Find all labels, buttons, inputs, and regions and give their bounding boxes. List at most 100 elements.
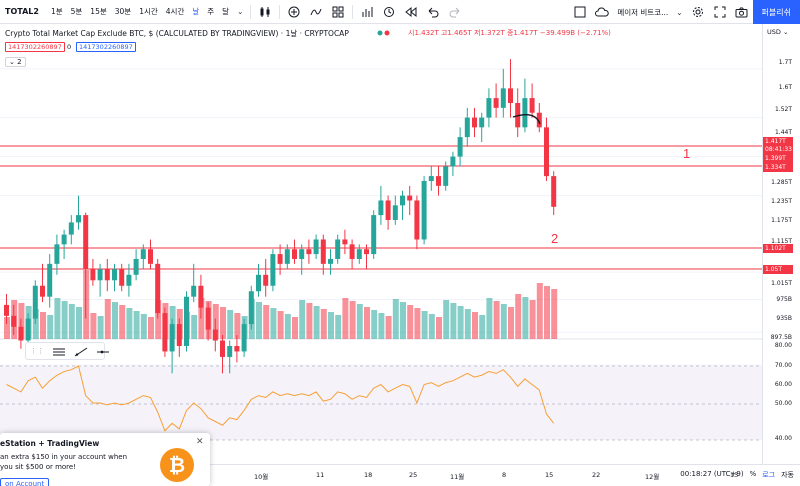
candle-body <box>220 340 225 357</box>
time-label: 18 <box>364 471 373 479</box>
percent-toggle[interactable]: % <box>749 470 757 478</box>
volume-bar <box>155 300 162 339</box>
candle-body <box>112 269 117 281</box>
interval-week[interactable]: 주 <box>207 7 215 16</box>
candle-body <box>313 239 319 255</box>
candle-body <box>191 285 197 297</box>
time-label: 12월 <box>645 473 660 481</box>
candle-body <box>47 263 53 297</box>
candle-body <box>83 215 89 270</box>
candle-type-icon[interactable] <box>257 4 273 20</box>
interval-15m[interactable]: 15분 <box>90 7 107 16</box>
candle-body <box>40 285 45 297</box>
price-axis[interactable]: USD ⌄ 1.7T 1.6T 1.52T 1.44T 1.285T 1.235… <box>762 24 800 464</box>
time-label: 15 <box>545 471 554 479</box>
candle-body <box>299 249 305 259</box>
open-account-button[interactable]: on Account <box>0 478 50 486</box>
price-label: 1.175T <box>771 217 792 224</box>
rsi-line <box>6 365 555 432</box>
candle-body <box>486 98 492 118</box>
compare-add-icon[interactable] <box>286 4 302 20</box>
volume-bar <box>263 305 270 339</box>
candle-body <box>212 329 218 341</box>
close-icon[interactable]: ✕ <box>196 437 204 447</box>
rsi-label: 40.00 <box>774 435 792 442</box>
candle-body <box>371 215 377 255</box>
volume-bar <box>68 304 75 339</box>
popup-title: eStation + TradingView <box>0 439 100 448</box>
candle-body <box>349 244 355 259</box>
interval-5m[interactable]: 5분 <box>70 7 83 16</box>
templates-icon[interactable] <box>330 4 346 20</box>
volume-bar <box>443 300 450 339</box>
candle-body <box>421 180 427 240</box>
currency-selector[interactable]: USD ⌄ <box>767 28 789 36</box>
candle-body <box>385 200 391 220</box>
candle-body <box>4 304 9 316</box>
chart-legend-title[interactable]: Crypto Total Market Cap Exclude BTC, $ (… <box>5 29 349 38</box>
layout-dropdown[interactable]: ⌄ <box>676 7 683 17</box>
interval-day[interactable]: 날 <box>192 7 200 16</box>
candle-body <box>104 269 110 281</box>
popup-text: an extra $150 in your account when you s… <box>0 453 128 471</box>
rsi-label: 70.00 <box>774 362 792 369</box>
sell-badge[interactable]: 1417302260897 <box>5 42 65 52</box>
financials-icon[interactable] <box>359 4 375 20</box>
alert-icon[interactable] <box>381 4 397 20</box>
price-label: 975B <box>776 296 792 303</box>
drag-handle-icon[interactable]: ⋮⋮ <box>30 347 44 355</box>
layout-square-icon[interactable] <box>572 4 588 20</box>
volume-bar <box>342 298 349 339</box>
price-label: 935B <box>776 315 792 322</box>
volume-bar <box>428 314 435 339</box>
clock[interactable]: 00:18:27 (UTC+9) <box>680 470 744 478</box>
volume-bar <box>385 316 392 339</box>
interval-4h[interactable]: 4시간 <box>165 7 185 16</box>
candle-body <box>270 254 276 286</box>
interval-dropdown[interactable]: ⌄ <box>237 7 244 16</box>
interval-30m[interactable]: 30분 <box>114 7 132 16</box>
volume-bar <box>40 312 46 339</box>
buy-badge[interactable]: 1417302260897 <box>76 42 136 52</box>
legend-collapse-button[interactable]: ⌄ 2 <box>5 57 26 67</box>
interval-1m[interactable]: 1분 <box>50 7 63 16</box>
volume-bar <box>529 300 536 339</box>
rsi-label: 60.00 <box>774 381 792 388</box>
redo-icon[interactable] <box>447 4 463 20</box>
candle-body <box>184 296 189 346</box>
top-toolbar: TOTAL2 1분 5분 15분 30분 1시간 4시간 날 주 달 ⌄ <box>0 0 800 24</box>
volume-bar <box>270 308 277 339</box>
candle-body <box>11 315 17 327</box>
fullscreen-icon[interactable] <box>712 4 728 20</box>
volume-bar <box>479 315 486 339</box>
candle-body <box>414 200 420 240</box>
indicators-icon[interactable] <box>308 4 324 20</box>
settings-icon[interactable] <box>690 4 706 20</box>
symbol-search[interactable]: TOTAL2 <box>5 7 39 16</box>
trendline-tool-icon[interactable] <box>74 342 88 361</box>
undo-icon[interactable] <box>425 4 441 20</box>
volume-bar <box>284 314 291 339</box>
fib-tool-icon[interactable] <box>52 342 66 361</box>
drawing-tools-bar: ⋮⋮ <box>25 342 109 361</box>
price-chart[interactable]: 1 2 <box>0 24 762 464</box>
volume-bar <box>313 306 320 339</box>
candle-body <box>392 205 398 220</box>
layout-name[interactable]: 메이저 비트코... <box>617 7 669 17</box>
log-toggle[interactable]: 로그 <box>762 471 776 479</box>
interval-1h[interactable]: 1시간 <box>139 7 158 16</box>
publish-button[interactable]: 퍼블리쉬 <box>752 0 800 24</box>
cloud-icon[interactable] <box>594 4 610 20</box>
replay-icon[interactable] <box>403 4 419 20</box>
currency-label: USD <box>767 28 781 36</box>
level-tag-4: 1.05T <box>763 265 793 274</box>
candle-body <box>472 117 477 128</box>
auto-toggle[interactable]: 자동 <box>781 471 794 479</box>
time-label: 11 <box>316 471 325 479</box>
candle-body <box>76 215 81 223</box>
time-label: 25 <box>409 471 418 479</box>
interval-month[interactable]: 달 <box>222 7 230 16</box>
horizontal-ray-icon[interactable] <box>96 342 110 361</box>
camera-icon[interactable] <box>734 4 750 20</box>
